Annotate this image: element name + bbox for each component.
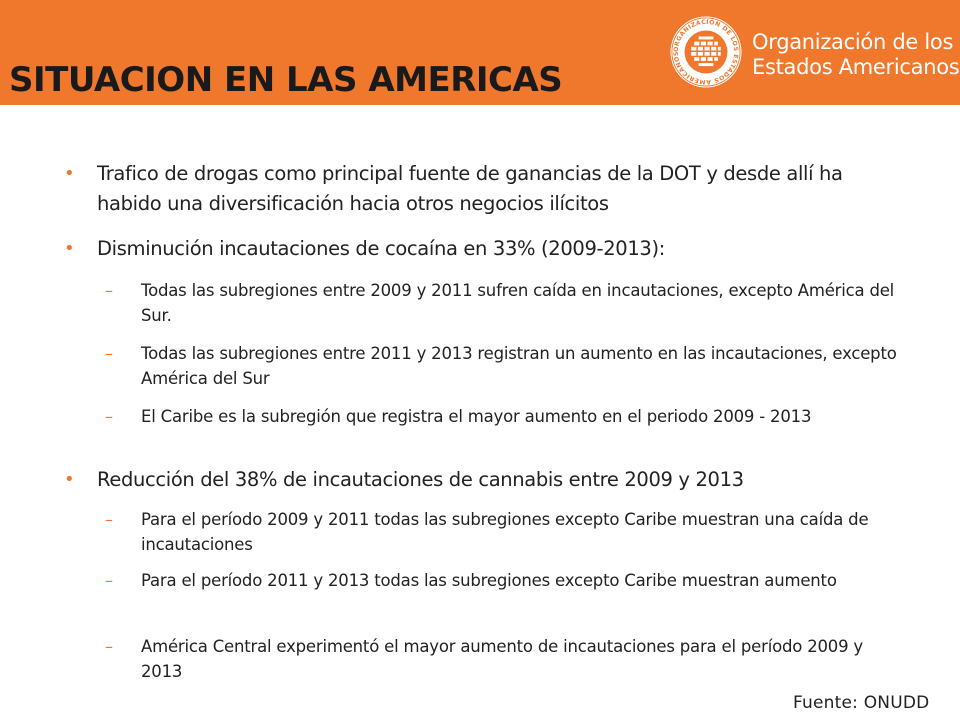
sub-bullet-item: – Todas las subregiones entre 2009 y 201…	[105, 278, 901, 328]
bullet-item: • Disminución incautaciones de cocaína e…	[64, 234, 897, 264]
sub-bullet-text: América Central experimentó el mayor aum…	[141, 637, 863, 681]
bullet-marker: •	[64, 163, 75, 184]
sub-bullet-item: – América Central experimentó el mayor a…	[105, 634, 901, 684]
header-banner: SITUACION EN LAS AMERICAS ORGANIZACIÓN D…	[0, 0, 960, 105]
dash-marker: –	[105, 407, 113, 426]
organization-name: Organización de los Estados Americanos	[752, 30, 960, 80]
sub-bullet-item: – Todas las subregiones entre 2011 y 201…	[105, 341, 901, 391]
dash-marker: –	[105, 510, 113, 529]
dash-marker: –	[105, 281, 113, 300]
dash-marker: –	[105, 637, 113, 656]
sub-bullet-text: Todas las subregiones entre 2011 y 2013 …	[141, 344, 897, 388]
sub-bullet-text: Todas las subregiones entre 2009 y 2011 …	[141, 281, 895, 325]
bullet-text: Trafico de drogas como principal fuente …	[97, 162, 843, 215]
sub-bullet-item: – Para el período 2009 y 2011 todas las …	[105, 507, 901, 557]
bullet-marker: •	[64, 469, 75, 490]
dash-marker: –	[105, 571, 113, 590]
sub-bullet-item: – El Caribe es la subregión que registra…	[105, 404, 901, 429]
sub-bullet-text: El Caribe es la subregión que registra e…	[141, 407, 812, 426]
org-name-line-2: Estados Americanos	[752, 55, 960, 79]
sub-bullet-text: Para el período 2009 y 2011 todas las su…	[141, 510, 869, 554]
sub-bullet-item: – Para el período 2011 y 2013 todas las …	[105, 568, 901, 593]
bullet-item: • Trafico de drogas como principal fuent…	[64, 159, 897, 219]
dash-marker: –	[105, 344, 113, 363]
page-title: SITUACION EN LAS AMERICAS	[9, 60, 563, 100]
oas-seal-icon: ORGANIZACIÓN DE LOS ESTADOS AMERICANOS	[670, 16, 742, 88]
org-name-line-1: Organización de los	[752, 30, 954, 54]
bullet-text: Reducción del 38% de incautaciones de ca…	[97, 468, 744, 491]
source-note: Fuente: ONUDD	[793, 693, 930, 713]
bullet-marker: •	[64, 238, 75, 259]
bullet-text: Disminución incautaciones de cocaína en …	[97, 237, 665, 260]
sub-bullet-text: Para el período 2011 y 2013 todas las su…	[141, 571, 837, 590]
bullet-item: • Reducción del 38% de incautaciones de …	[64, 465, 897, 495]
